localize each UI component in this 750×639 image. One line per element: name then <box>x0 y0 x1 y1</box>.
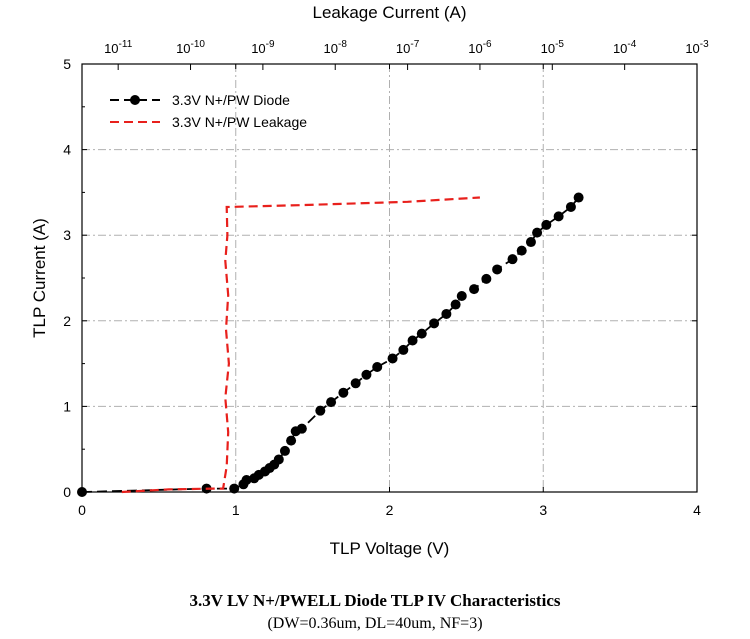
data-point-diode <box>398 344 409 355</box>
x-tick-label: 3 <box>539 502 547 518</box>
y-tick-label: 2 <box>63 313 71 329</box>
data-point-diode <box>286 435 297 446</box>
chart-title: 3.3V LV N+/PWELL Diode TLP IV Characteri… <box>189 591 561 610</box>
data-point-diode <box>573 192 584 203</box>
x-tick-label: 2 <box>386 502 394 518</box>
x-tick-label: 0 <box>78 502 86 518</box>
data-point-diode <box>541 219 552 230</box>
data-point-diode <box>77 487 87 497</box>
chart-subtitle: (DW=0.36um, DL=40um, NF=3) <box>267 615 483 632</box>
data-point-diode <box>450 299 461 310</box>
data-point-diode <box>532 227 543 238</box>
y-tick-label: 1 <box>63 398 71 414</box>
data-point-diode <box>372 362 383 373</box>
x-tick-label: 1 <box>232 502 240 518</box>
x2-axis-label: Leakage Current (A) <box>312 3 466 22</box>
y-tick-label: 0 <box>63 484 71 500</box>
legend-marker <box>130 95 140 105</box>
data-point-diode <box>229 483 240 494</box>
data-point-diode <box>296 423 307 434</box>
data-point-diode <box>279 445 290 456</box>
series-line-leakage <box>121 196 480 494</box>
x2-tick-label: 10-11 <box>104 39 133 56</box>
data-point-diode <box>469 284 480 295</box>
x2-tick-label: 10-8 <box>324 39 348 56</box>
x-tick-label: 4 <box>693 502 701 518</box>
x2-tick-label: 10-7 <box>396 39 420 56</box>
data-point-diode <box>241 475 252 486</box>
data-point-diode <box>407 335 418 346</box>
x-axis-label: TLP Voltage (V) <box>330 539 450 558</box>
legend-label: 3.3V N+/PW Leakage <box>172 114 307 130</box>
legend-label: 3.3V N+/PW Diode <box>172 92 290 108</box>
data-point-diode <box>525 237 536 248</box>
y-axis-label: TLP Current (A) <box>30 218 49 338</box>
data-point-diode <box>507 254 518 265</box>
x2-tick-label: 10-5 <box>541 39 565 56</box>
x2-tick-label: 10-3 <box>685 39 709 56</box>
x2-tick-label: 10-4 <box>613 39 637 56</box>
data-point-diode <box>481 273 492 284</box>
tlp-iv-chart: 0 1 2 3 4 0 1 2 3 4 5 10-11 10-10 10-9 10-8 10-7 10-6 10-… <box>30 3 709 558</box>
data-point-diode <box>338 387 349 398</box>
x2-tick-label: 10-10 <box>176 39 205 56</box>
x2-tick-label: 10-6 <box>468 39 492 56</box>
data-point-diode <box>441 308 452 319</box>
data-point-diode <box>361 369 372 380</box>
data-point-diode <box>416 328 427 339</box>
data-point-diode <box>516 245 527 256</box>
x2-tick-label: 10-9 <box>251 39 275 56</box>
data-point-diode <box>350 378 361 389</box>
data-point-diode <box>456 290 467 301</box>
data-point-diode <box>429 318 440 329</box>
data-point-diode <box>387 353 398 364</box>
data-point-diode <box>553 211 564 222</box>
y-tick-label: 5 <box>63 56 71 72</box>
data-point-diode <box>315 405 326 416</box>
y-tick-label: 4 <box>63 142 71 158</box>
data-point-diode <box>326 397 337 408</box>
y-tick-label: 3 <box>63 227 71 243</box>
data-point-diode <box>273 454 284 465</box>
data-point-diode <box>492 264 503 275</box>
data-point-diode <box>565 201 576 212</box>
